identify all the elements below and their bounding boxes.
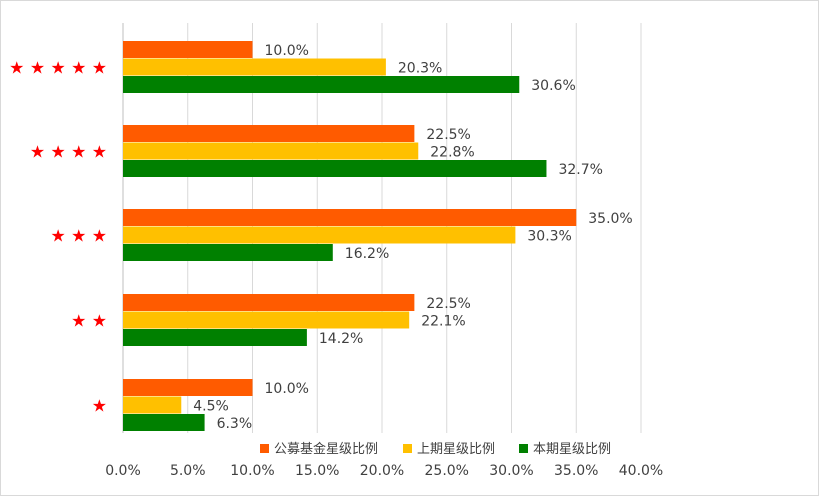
data-label: 10.0% <box>265 43 309 59</box>
bar <box>123 142 419 160</box>
x-tick-label: 15.0% <box>295 463 339 479</box>
legend-swatch <box>519 444 528 453</box>
data-label: 22.5% <box>426 296 470 312</box>
legend-label: 公募基金星级比例 <box>274 441 378 457</box>
bar <box>123 58 386 76</box>
data-label: 20.3% <box>398 60 442 76</box>
category-label: ★ ★ ★ ★ <box>30 142 107 162</box>
legend: 公募基金星级比例 上期星级比例 本期星级比例 <box>260 441 611 457</box>
bars <box>123 41 577 431</box>
data-label: 10.0% <box>265 381 309 397</box>
data-label: 22.1% <box>421 313 465 329</box>
data-label: 35.0% <box>588 211 632 227</box>
x-tick-label: 10.0% <box>230 463 274 479</box>
bar <box>123 125 415 142</box>
x-tick-label: 35.0% <box>554 463 598 479</box>
data-label: 22.5% <box>426 127 470 143</box>
x-tick-label: 40.0% <box>619 463 663 479</box>
x-tick-label: 0.0% <box>105 463 141 479</box>
legend-label: 上期星级比例 <box>417 442 495 457</box>
data-label: 14.2% <box>319 331 363 347</box>
x-tick-label: 20.0% <box>360 463 404 479</box>
x-tick-label: 5.0% <box>170 463 206 479</box>
x-tick-label: 25.0% <box>425 463 469 479</box>
bar <box>123 329 307 346</box>
category-labels: ★ ★ ★ ★ ★ ★ ★ ★ ★ ★ ★ ★ ★ ★ ★ <box>9 58 107 416</box>
legend-swatch <box>260 444 269 453</box>
data-label: 6.3% <box>217 416 253 432</box>
bar <box>123 396 182 414</box>
legend-swatch <box>403 444 412 453</box>
data-label: 30.6% <box>531 78 575 94</box>
bar <box>123 160 547 177</box>
legend-label: 本期星级比例 <box>533 442 611 457</box>
bar <box>123 76 520 93</box>
bar <box>123 209 577 226</box>
bar <box>123 244 333 261</box>
bar <box>123 311 410 329</box>
category-label: ★ ★ ★ <box>50 226 107 246</box>
bar <box>123 294 415 311</box>
data-label: 22.8% <box>430 144 474 160</box>
category-label: ★ ★ ★ ★ ★ <box>9 58 107 78</box>
bar <box>123 379 253 396</box>
x-tick-labels: 0.0% 5.0% 10.0% 15.0% 20.0% 25.0% 30.0% 35.0% 40… <box>105 463 663 479</box>
category-label: ★ <box>92 396 107 416</box>
bar <box>123 41 253 58</box>
data-labels: 10.0%4.5%6.3%22.5%22.1%14.2%35.0%30.3%16… <box>193 43 632 432</box>
data-label: 32.7% <box>558 162 602 178</box>
data-label: 4.5% <box>193 398 229 414</box>
category-label: ★ ★ <box>71 311 107 331</box>
bar <box>123 414 205 431</box>
bar <box>123 226 516 244</box>
data-label: 16.2% <box>345 246 389 262</box>
data-label: 30.3% <box>527 228 571 244</box>
x-tick-label: 30.0% <box>489 463 533 479</box>
